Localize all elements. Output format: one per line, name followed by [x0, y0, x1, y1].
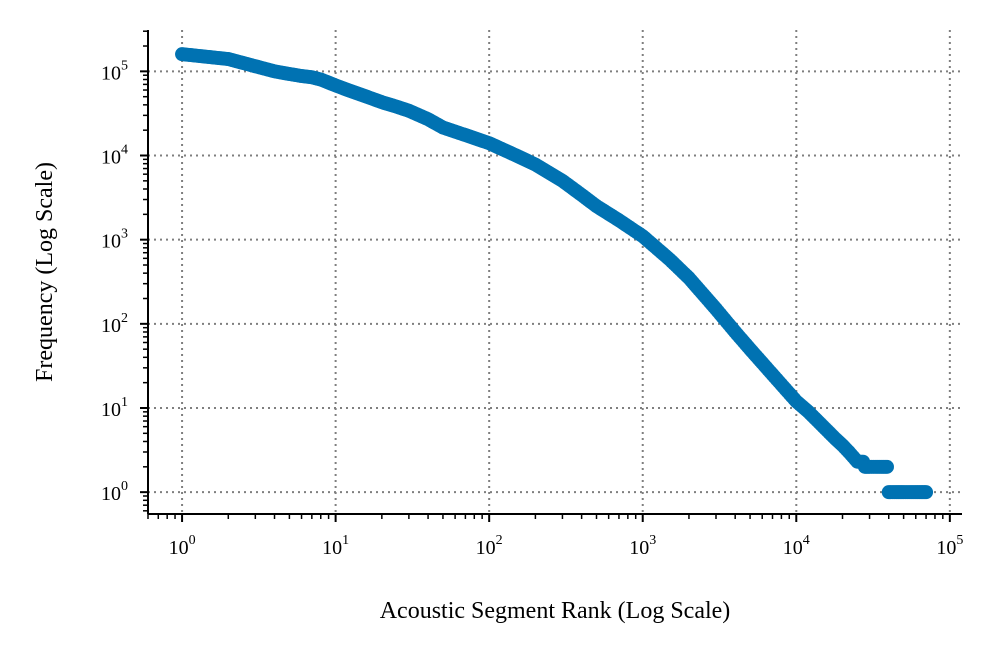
- grid-lines: [148, 30, 962, 514]
- x-axis-title: Acoustic Segment Rank (Log Scale): [380, 598, 731, 624]
- minor-ticks: [143, 30, 944, 519]
- y-tick-base: 10: [101, 62, 121, 84]
- y-tick-label: 100: [101, 479, 128, 505]
- x-tick-exponent: 1: [342, 533, 349, 548]
- major-ticks: [140, 70, 951, 522]
- x-tick-base: 10: [169, 537, 189, 559]
- x-tick-exponent: 0: [189, 533, 196, 548]
- x-tick-exponent: 5: [956, 533, 963, 548]
- y-tick-exponent: 3: [121, 227, 128, 242]
- x-tick-label: 104: [783, 533, 810, 559]
- y-tick-exponent: 1: [121, 395, 128, 410]
- x-tick-base: 10: [476, 537, 496, 559]
- x-tick-labels: 100 101 102 103 104 105: [169, 533, 964, 559]
- y-tick-label: 102: [101, 311, 128, 337]
- data-point: [919, 485, 934, 500]
- y-axis-title: Frequency (Log Scale): [32, 162, 58, 382]
- y-tick-exponent: 0: [121, 479, 128, 494]
- x-tick-label: 102: [476, 533, 503, 559]
- x-tick-base: 10: [936, 537, 956, 559]
- data-points: [175, 47, 934, 500]
- y-tick-exponent: 5: [121, 58, 128, 73]
- y-tick-base: 10: [101, 231, 121, 253]
- y-tick-exponent: 2: [121, 311, 128, 326]
- x-tick-label: 100: [169, 533, 196, 559]
- y-tick-exponent: 4: [121, 143, 128, 158]
- x-tick-base: 10: [629, 537, 649, 559]
- y-tick-base: 10: [101, 399, 121, 421]
- y-tick-label: 105: [101, 58, 128, 84]
- x-tick-exponent: 4: [803, 533, 810, 548]
- x-tick-base: 10: [783, 537, 803, 559]
- y-tick-label: 104: [101, 143, 128, 169]
- data-point: [879, 459, 894, 474]
- x-tick-base: 10: [322, 537, 342, 559]
- y-tick-base: 10: [101, 483, 121, 505]
- y-tick-label: 103: [101, 227, 128, 253]
- y-tick-base: 10: [101, 315, 121, 337]
- x-tick-exponent: 3: [649, 533, 656, 548]
- y-tick-base: 10: [101, 147, 121, 169]
- x-tick-label: 103: [629, 533, 656, 559]
- x-tick-label: 105: [936, 533, 963, 559]
- y-tick-label: 101: [101, 395, 128, 421]
- x-tick-label: 101: [322, 533, 349, 559]
- x-tick-exponent: 2: [496, 533, 503, 548]
